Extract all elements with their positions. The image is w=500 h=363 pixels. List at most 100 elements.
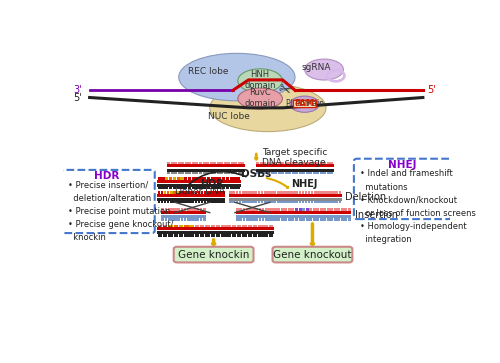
Bar — [298, 208, 302, 211]
Bar — [222, 201, 225, 203]
Bar — [204, 201, 206, 203]
Bar — [227, 162, 230, 164]
Bar — [203, 187, 206, 189]
Text: Insertion: Insertion — [355, 209, 398, 220]
Bar — [334, 208, 336, 211]
Text: NHEJ: NHEJ — [388, 160, 416, 170]
Text: Deletion: Deletion — [346, 192, 387, 202]
Bar — [230, 172, 234, 174]
Bar — [230, 187, 233, 189]
Bar — [308, 201, 310, 203]
Bar — [180, 177, 184, 180]
Bar — [182, 162, 184, 164]
Bar — [162, 211, 206, 214]
Bar — [268, 208, 271, 211]
Bar — [338, 208, 340, 211]
Bar — [256, 218, 258, 221]
Bar — [258, 225, 262, 227]
Bar — [267, 162, 270, 164]
Bar — [281, 208, 284, 211]
Bar — [202, 172, 205, 174]
Bar — [230, 201, 232, 203]
Bar — [232, 225, 236, 227]
Bar — [203, 218, 205, 221]
Bar — [334, 218, 336, 221]
Bar — [216, 225, 220, 227]
Bar — [254, 191, 257, 193]
Bar — [298, 172, 302, 174]
Bar — [192, 162, 195, 164]
Bar — [270, 201, 273, 203]
Bar — [280, 191, 282, 193]
Bar — [210, 201, 212, 203]
Text: Gene knockout: Gene knockout — [273, 250, 351, 260]
Bar — [304, 201, 308, 203]
Bar — [274, 198, 342, 201]
Bar — [188, 191, 191, 193]
Bar — [178, 172, 181, 174]
Bar — [267, 191, 270, 193]
Bar — [207, 177, 210, 180]
Bar — [167, 164, 244, 167]
Bar — [323, 191, 326, 193]
Text: NHEJ: NHEJ — [291, 179, 318, 189]
Bar — [302, 208, 305, 211]
Bar — [210, 225, 215, 227]
Bar — [314, 191, 316, 193]
Bar — [283, 201, 286, 203]
Bar — [158, 201, 160, 203]
Bar — [202, 162, 205, 164]
Bar — [203, 177, 206, 180]
Bar — [236, 215, 281, 218]
Bar — [200, 201, 203, 203]
Bar — [176, 191, 178, 193]
Bar — [302, 172, 305, 174]
Ellipse shape — [238, 88, 282, 109]
Bar — [162, 218, 164, 221]
Bar — [274, 201, 276, 203]
Bar — [216, 201, 219, 203]
Bar — [338, 201, 341, 203]
Bar — [200, 187, 202, 189]
Bar — [234, 177, 236, 180]
Bar — [284, 208, 288, 211]
Bar — [162, 187, 164, 189]
Text: HDR: HDR — [94, 171, 120, 181]
Bar — [165, 187, 168, 189]
Bar — [264, 191, 266, 193]
Bar — [274, 218, 277, 221]
Bar — [234, 187, 236, 189]
Bar — [309, 208, 312, 211]
Bar — [341, 208, 344, 211]
Bar — [326, 191, 329, 193]
Bar — [278, 218, 280, 221]
Bar — [222, 191, 225, 193]
Bar — [194, 218, 196, 221]
Bar — [179, 234, 184, 237]
Bar — [194, 225, 199, 227]
Bar — [174, 225, 178, 227]
Bar — [186, 191, 188, 193]
Bar — [194, 208, 196, 211]
Bar — [253, 234, 258, 237]
Bar — [324, 172, 326, 174]
Bar — [270, 172, 274, 174]
Bar — [219, 201, 222, 203]
Bar — [292, 201, 295, 203]
Bar — [313, 172, 316, 174]
Bar — [274, 193, 342, 197]
Bar — [188, 177, 191, 180]
Bar — [274, 215, 351, 218]
Bar — [162, 208, 164, 211]
Bar — [196, 162, 198, 164]
Bar — [220, 172, 223, 174]
Bar — [188, 187, 191, 189]
Bar — [274, 211, 351, 214]
Bar — [248, 191, 251, 193]
Bar — [232, 191, 235, 193]
Bar — [245, 201, 248, 203]
Bar — [277, 201, 280, 203]
Bar — [264, 172, 266, 174]
Bar — [258, 218, 261, 221]
Bar — [290, 191, 292, 193]
